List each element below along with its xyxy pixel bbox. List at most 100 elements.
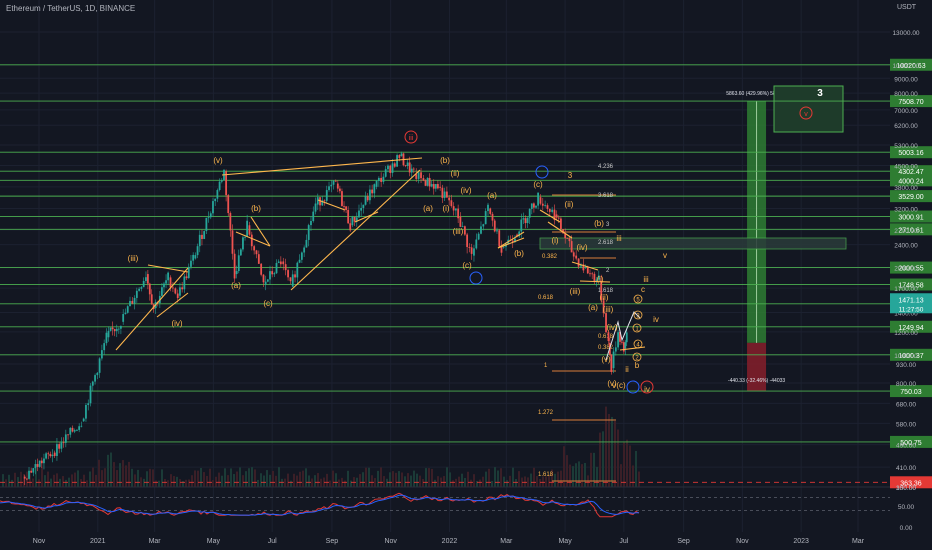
candle-body [341,191,343,207]
wave-label: (iv) [171,319,182,328]
wave-label: b [635,361,640,370]
candle-body [28,470,30,479]
fib-level-label: 3.618 [598,193,614,199]
volume-bar [302,470,304,487]
volume-bar [260,473,262,487]
candle-body [32,468,35,473]
candle-body [546,205,549,209]
level-price-label: 1000.37 [898,353,923,360]
candle-body [67,434,69,436]
level-badge [890,190,932,203]
volume-bar [236,471,238,487]
candle-body [187,266,190,279]
candle-body [216,190,219,199]
candle-body [360,207,363,211]
osc-tick-label: 100.00 [896,485,916,492]
circled-wave-label: 1 [635,327,639,333]
wave-label: (iii) [453,227,464,236]
volume-bar [572,466,574,487]
wave-label: (iv) [606,323,617,332]
candle-body [310,221,312,226]
volume-bar [347,470,349,487]
volume-bar [47,471,49,487]
wave-label: (v) [601,355,611,364]
wave-label: v [612,381,616,390]
target-box [773,85,844,133]
volume-bar [449,472,451,487]
volume-bar [101,470,103,487]
circled-blue-marker [626,380,640,394]
volume-bar [278,467,280,487]
candle-body [305,239,308,248]
candle-body [58,444,61,449]
volume-bar [446,467,448,487]
volume-bar [635,450,637,487]
wave-label: (iii) [128,254,139,263]
candle-body [316,197,319,205]
candle-body [516,234,518,237]
candle-body [279,261,282,265]
volume-bar [176,476,178,487]
candle-body [377,177,380,181]
volume-bar [233,474,235,487]
candle-body [528,208,531,218]
volume-bar [497,470,499,487]
candle-body [239,249,242,256]
level-badge [890,385,932,398]
candle-body [570,241,573,253]
candle-body [518,231,521,237]
level-price-label: 3000.91 [898,215,923,222]
current-price-badge [890,293,932,314]
candle-body [148,283,151,295]
volume-bar [308,475,310,487]
candle-body [343,206,345,208]
candle-body [284,264,287,271]
candle-body [533,203,535,208]
fib-level-label: 1 [544,363,548,369]
candle-body [619,331,621,342]
volume-bar [599,432,601,487]
candle-body [275,262,278,274]
volume-bar [35,467,37,487]
candle-body [426,177,429,186]
volume-bar [161,469,163,487]
wave-label: (c) [616,381,626,390]
volume-bar [239,467,241,487]
x-tick-label: Nov [33,538,46,545]
candle-body [415,174,418,179]
candle-body [332,180,335,185]
volume-bar [626,439,628,487]
candle-body [566,238,569,239]
candle-body [404,165,407,167]
volume-bar [200,467,202,487]
volume-bar [32,478,34,487]
trend-line [497,231,525,249]
volume-bar [74,472,76,487]
candle-body [51,454,54,457]
volume-bar [173,476,175,487]
volume-bar [194,470,196,487]
volume-bar [491,480,493,487]
candle-body [358,210,360,218]
candle-body [511,240,514,242]
volume-bar [623,442,625,487]
candle-body [80,425,83,427]
candle-body [96,372,99,376]
volume-bar [374,478,376,487]
wave-label: (v) [607,379,617,388]
volume-bar [431,468,433,487]
volume-bar [56,473,58,487]
level-badge [890,210,932,223]
volume-bar [221,475,223,487]
candle-body [498,230,501,247]
candle-body [85,404,87,419]
volume-bar [44,475,46,487]
candle-body [291,274,294,287]
candle-body [364,196,367,205]
x-tick-label: Mar [852,538,865,545]
candle-body [257,254,260,264]
volume-bar [230,468,232,487]
candle-body [172,287,174,289]
trend-line [290,169,421,291]
